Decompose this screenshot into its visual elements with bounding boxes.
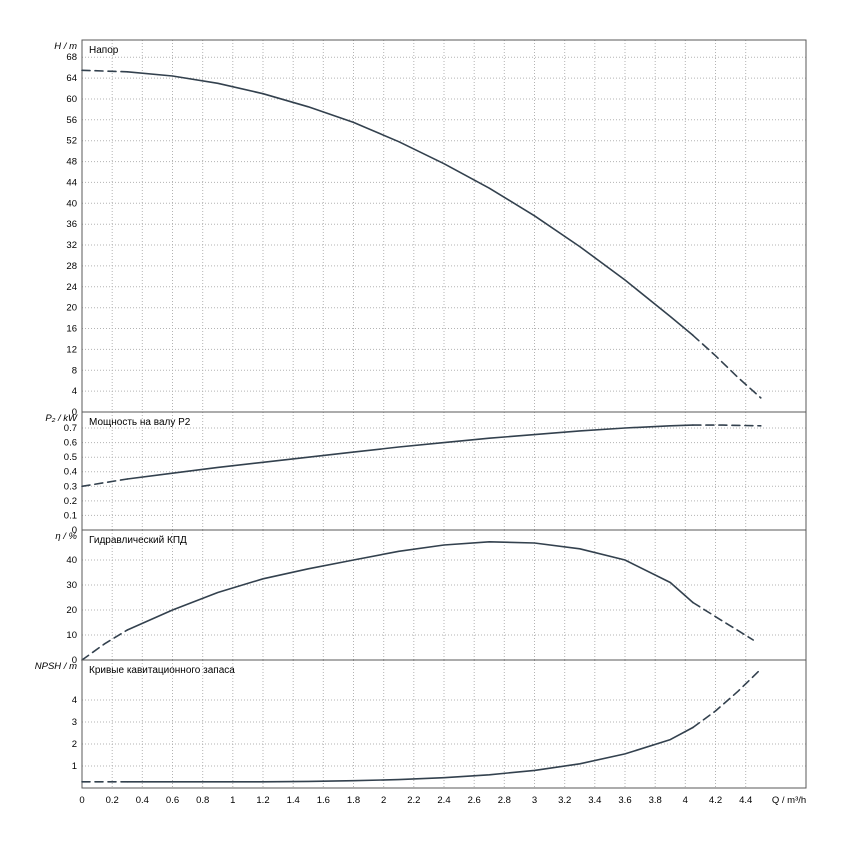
curve-npsh-solid: [126, 726, 694, 783]
y-tick-label: 0.5: [64, 452, 77, 463]
y-tick-label: 24: [66, 282, 77, 293]
curve-p2-dashed-end: [692, 424, 762, 427]
y-tick-label: 48: [66, 157, 77, 168]
y-tick-label: 28: [66, 261, 77, 272]
y-tick-label: 60: [66, 94, 77, 105]
x-tick-label: 4.4: [739, 795, 752, 806]
y-tick-label: 12: [66, 344, 77, 355]
panel-2: 0 10 20 30 40 η / % Гидравлический КПД: [55, 529, 807, 666]
y-tick-label: 0.7: [64, 423, 77, 434]
x-tick-label: 2: [381, 795, 386, 806]
x-tick-label: 4: [683, 795, 688, 806]
x-tick-label: 2.6: [468, 795, 481, 806]
y-tick-label: 0.4: [64, 467, 77, 478]
curve-head-dashed-start: [81, 69, 129, 73]
x-tick-label: 0: [79, 795, 84, 806]
curve-eta-solid: [126, 541, 694, 631]
x-tick-label: 2.4: [437, 795, 450, 806]
x-tick-label: 1: [230, 795, 235, 806]
y-tick-label: 44: [66, 177, 77, 188]
x-tick-label: 0.2: [106, 795, 119, 806]
x-tick-label: 3.8: [649, 795, 662, 806]
y-tick-label: 1: [72, 761, 77, 772]
y-tick-label: 8: [72, 365, 77, 376]
y-tick-label: 20: [66, 303, 77, 314]
y-tick-label: 0: [72, 655, 77, 666]
y-tick-label: 10: [66, 630, 77, 641]
x-tick-label: 1.2: [256, 795, 269, 806]
y-tick-label: 2: [72, 739, 77, 750]
x-tick-label: 0.4: [136, 795, 149, 806]
curve-p2-solid: [126, 424, 694, 480]
panel-title: Напор: [89, 45, 119, 56]
x-tick-label: 1.8: [347, 795, 360, 806]
y-tick-label: 52: [66, 136, 77, 147]
y-tick-label: 0.1: [64, 510, 77, 521]
panel-title: Кривые кавитационного запаса: [89, 665, 235, 676]
y-tick-label: 4: [72, 695, 77, 706]
curve-p2-dashed-start: [81, 478, 129, 488]
x-tick-label: 0.6: [166, 795, 179, 806]
panel-frame: [81, 659, 807, 789]
x-tick-label: 3.4: [588, 795, 601, 806]
curve-eta-dashed-end: [692, 601, 754, 641]
y-tick-label: 56: [66, 115, 77, 126]
y-tick-label: 16: [66, 324, 77, 335]
y-tick-label: 32: [66, 240, 77, 251]
y-tick-label: 0: [72, 407, 77, 418]
panel-title: Мощность на валу P2: [89, 417, 191, 428]
x-tick-label: 4.2: [709, 795, 722, 806]
x-tick-label: 1.6: [317, 795, 330, 806]
y-tick-label: 0.6: [64, 438, 77, 449]
y-axis-label: η / %: [55, 531, 77, 542]
y-axis-label: H / m: [54, 41, 77, 52]
y-tick-label: 64: [66, 73, 77, 84]
y-tick-label: 40: [66, 555, 77, 566]
y-tick-label: 30: [66, 580, 77, 591]
x-tick-label: 1.4: [287, 795, 300, 806]
x-tick-label: 2.8: [498, 795, 511, 806]
y-tick-label: 0.3: [64, 481, 77, 492]
y-tick-label: 36: [66, 219, 77, 230]
curve-eta-dashed-start: [81, 629, 129, 661]
x-tick-label: 2.2: [407, 795, 420, 806]
y-tick-label: 0: [72, 525, 77, 536]
x-tick-label: 3.2: [558, 795, 571, 806]
panel-3: 1 2 3 4 NPSH / m Кривые кавитационного запаса: [35, 659, 807, 789]
panel-title: Гидравлический КПД: [89, 535, 187, 546]
curve-head-dashed-end: [692, 334, 762, 399]
x-tick-label: 3.6: [618, 795, 631, 806]
curve-head-solid: [126, 71, 694, 337]
x-axis: 0 0.2 0.4 0.6 0.8 1 1.2 1.4 1.6 1.8 2 2.2 2.4 2.6 2.8 3…: [79, 795, 806, 806]
y-tick-label: 68: [66, 52, 77, 63]
y-axis-label: NPSH / m: [35, 661, 77, 672]
x-tick-label: 3: [532, 795, 537, 806]
y-tick-label: 40: [66, 198, 77, 209]
y-axis-label: P₂ / kW: [45, 413, 78, 424]
x-axis-unit-label: Q / m³/h: [772, 795, 806, 806]
y-tick-label: 3: [72, 717, 77, 728]
y-tick-label: 0.2: [64, 496, 77, 507]
curve-npsh-dashed-end: [692, 668, 762, 729]
x-tick-label: 0.8: [196, 795, 209, 806]
y-tick-label: 20: [66, 605, 77, 616]
y-tick-label: 4: [72, 386, 77, 397]
